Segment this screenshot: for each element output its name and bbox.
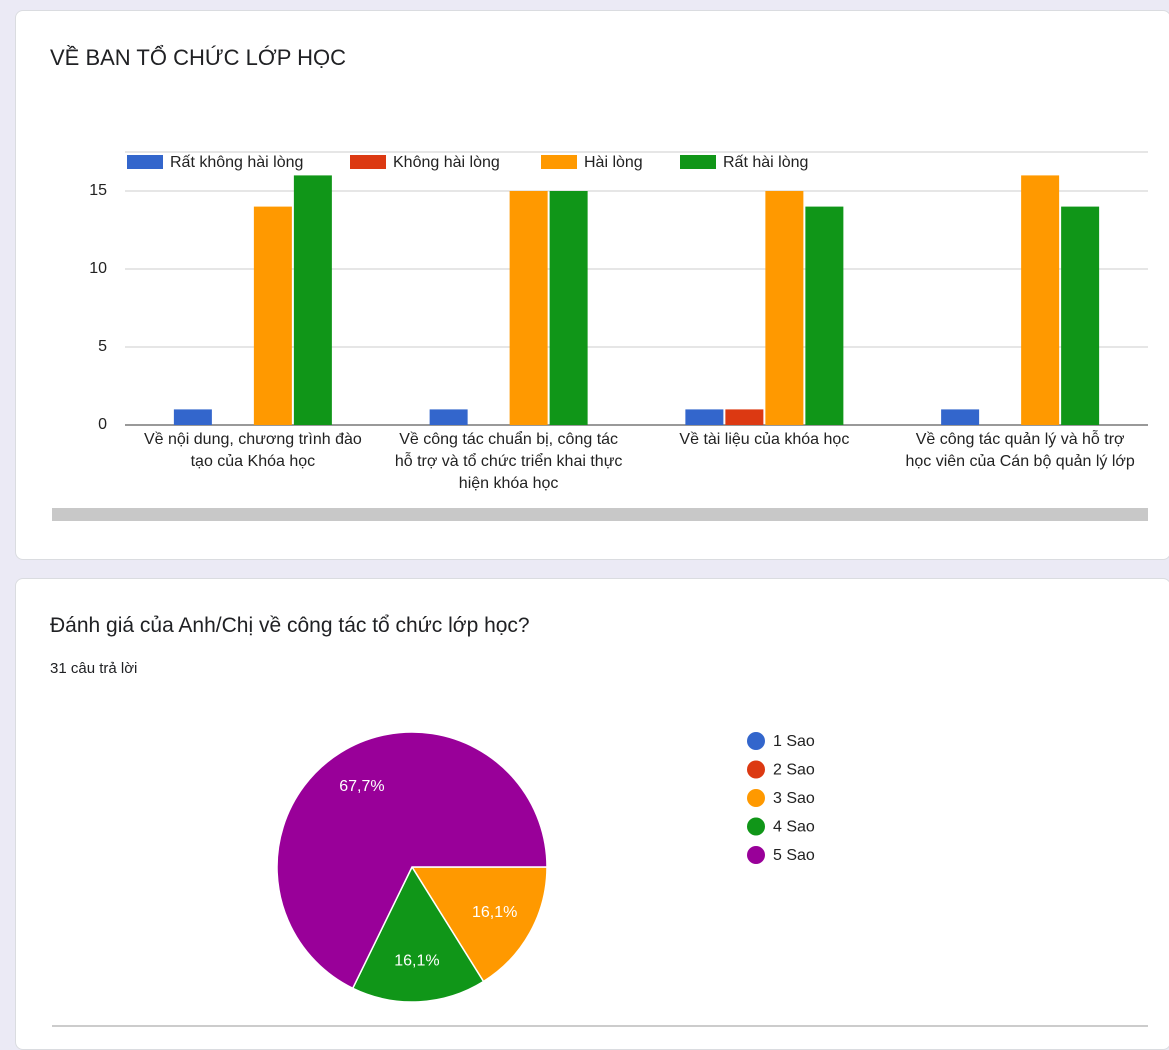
bar [1061,206,1100,425]
x-tick-label: Về công tác quản lý và hỗ trợ học viên c… [905,431,1135,470]
x-tick-label: Về tài liệu của khóa học [679,431,850,448]
pie-slice [351,865,485,1003]
bar [549,191,588,425]
legend-swatch [747,817,765,836]
legend-swatch [747,732,765,750]
bar [509,191,548,425]
bar [173,409,212,425]
legend-label: Hài lòng [584,154,643,171]
legend-swatch [541,155,577,169]
y-tick-label: 5 [98,338,107,355]
data-label: 16,1% [472,904,517,921]
bar [293,175,332,425]
chart-title: Đánh giá của Anh/Chị về công tác tổ chức… [50,614,530,637]
bar [1021,175,1060,425]
card [15,10,1169,560]
legend-swatch [350,155,386,169]
y-tick-label: 0 [98,416,107,433]
legend-swatch [747,789,765,807]
bar [805,206,844,425]
card [15,578,1169,1050]
chart-title: VỀ BAN TỔ CHỨC LỚP HỌC [50,45,347,70]
legend-label: 1 Sao [773,733,815,750]
charts: 0 5 10 15 Rất không hài lòng Không hài lòng Hà… [52,151,1148,1027]
legend-label: Rất không hài lòng [170,154,303,171]
legend-label: 5 Sao [773,847,815,864]
x-tick-label: Về công tác chuẩn bị, công tác hỗ trợ và… [394,431,623,492]
legend-label: Rất hài lòng [723,154,808,171]
data-label: 67,7% [339,778,384,795]
legend-label: 3 Sao [773,790,815,807]
bar [941,409,980,425]
bar [725,409,764,425]
legend-swatch [747,760,765,779]
legend-label: 4 Sao [773,819,815,836]
legend-swatch [747,846,765,864]
y-tick-label: 15 [89,182,107,199]
legend-swatch [127,155,163,169]
pie-slice [276,731,548,990]
x-tick-label: Về nội dung, chương trình đào tạo của Kh… [143,431,362,470]
legend-label: Không hài lòng [393,154,500,171]
bar [253,206,292,425]
chart-subtitle: 31 câu trả lời [50,660,138,677]
bar [765,191,804,425]
y-tick-label: 10 [89,260,107,277]
scrollbar [52,508,1148,521]
legend-label: 2 Sao [773,762,815,779]
page: VỀ BAN TỔ CHỨC LỚP HỌC Đánh giá của Anh/… [15,10,1169,1050]
legend-swatch [680,155,716,169]
bar [685,409,724,425]
bar [429,409,468,425]
pie-slice [410,866,548,983]
data-label: 16,1% [394,953,439,970]
